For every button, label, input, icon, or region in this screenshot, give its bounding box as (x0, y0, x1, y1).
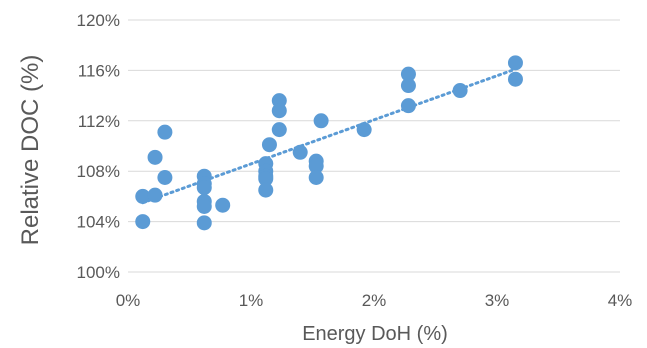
data-point (507, 55, 523, 71)
y-tick-label: 120% (77, 11, 120, 30)
y-tick-labels: 100% 104% 108% 112% 116% 120% (77, 11, 120, 282)
data-point (258, 171, 274, 187)
data-point (356, 122, 372, 138)
y-tick-label: 100% (77, 263, 120, 282)
data-point (215, 197, 231, 213)
data-point (258, 182, 274, 198)
data-point (400, 98, 416, 114)
data-point (308, 170, 324, 185)
y-tick-label: 112% (78, 112, 120, 131)
x-tick-label: 0% (116, 291, 141, 310)
data-point (400, 66, 416, 82)
data-point (147, 149, 163, 165)
data-point (157, 170, 173, 185)
data-point (196, 180, 212, 196)
data-point (400, 78, 416, 94)
data-point (135, 214, 151, 230)
data-point (271, 122, 287, 138)
data-point (313, 113, 329, 129)
data-points (135, 55, 523, 231)
data-point (135, 188, 151, 204)
x-tick-label: 1% (239, 291, 264, 310)
data-point (147, 187, 163, 203)
y-tick-label: 104% (77, 213, 120, 232)
x-tick-label: 2% (362, 291, 387, 310)
data-point (157, 124, 173, 140)
data-point (507, 71, 523, 87)
x-tick-label: 4% (608, 291, 633, 310)
y-tick-label: 116% (78, 61, 120, 80)
y-tick-label: 108% (77, 162, 120, 181)
data-point (196, 215, 212, 231)
data-point (261, 137, 277, 153)
data-point (452, 83, 468, 99)
data-point (196, 198, 212, 214)
x-tick-labels: 0% 1% 2% 3% 4% (116, 291, 633, 310)
gridlines (128, 19, 620, 273)
data-point (271, 103, 287, 119)
data-point (292, 144, 308, 160)
y-axis-title: Relative DOC (%) (17, 55, 44, 246)
x-tick-label: 3% (485, 291, 510, 310)
x-axis-title: Energy DoH (%) (302, 323, 448, 345)
data-point (308, 158, 324, 174)
